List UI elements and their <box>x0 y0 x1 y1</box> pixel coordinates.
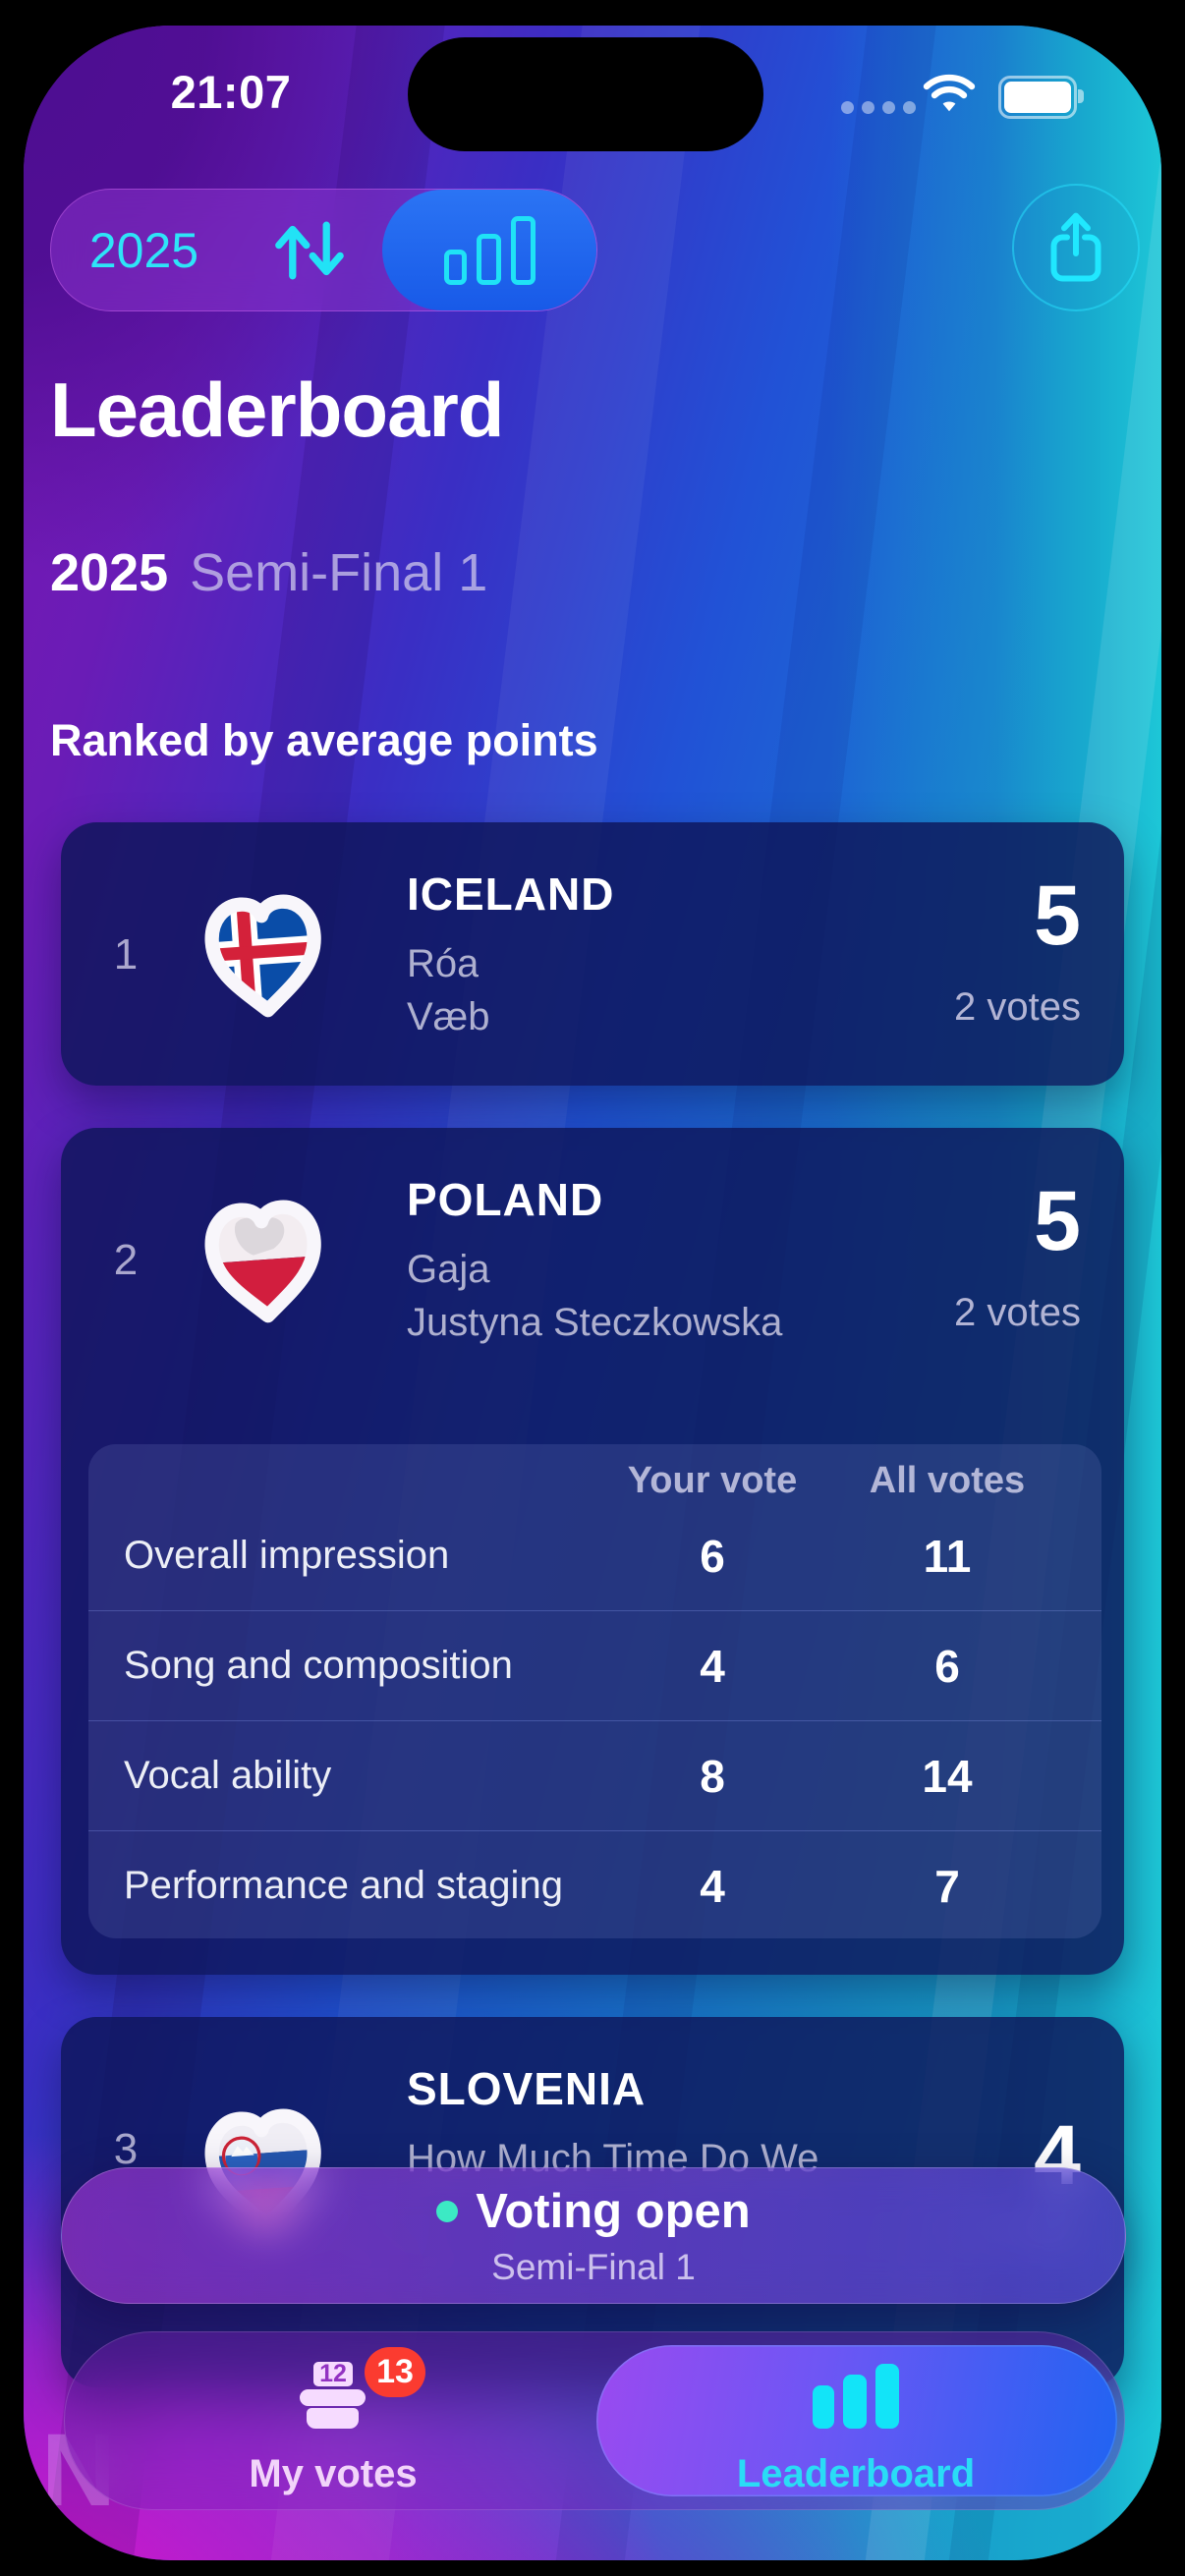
table-row: Vocal ability 8 14 <box>88 1720 1101 1830</box>
table-row: Overall impression 6 11 <box>88 1501 1101 1610</box>
cellular-signal-icon <box>841 101 916 114</box>
criterion-label: Performance and staging <box>124 1864 563 1907</box>
song-title: Róa <box>407 942 480 985</box>
voting-status-banner[interactable]: Voting open Semi-Final 1 <box>61 2167 1126 2304</box>
year-selector[interactable]: 2025 <box>88 222 199 278</box>
ballot-box-icon: 12 <box>300 2360 367 2429</box>
country-name: POLAND <box>407 1174 604 1225</box>
ranking-note: Ranked by average points <box>50 715 598 765</box>
toolbar-segmented-control: 2025 <box>50 189 597 311</box>
all-votes-value: 7 <box>934 1860 960 1912</box>
poland-heart-flag <box>204 1200 321 1323</box>
voting-status-text: Voting open <box>476 2184 751 2238</box>
your-vote-value: 6 <box>700 1530 725 1582</box>
song-title: Gaja <box>407 1248 490 1291</box>
tab-my-votes[interactable]: 12 My votes 13 <box>205 2347 461 2496</box>
bottom-tab-bar: 12 My votes 13 Leaderboard <box>64 2331 1125 2510</box>
criterion-label: Song and composition <box>124 1644 513 1687</box>
column-header-all-votes: All votes <box>869 1460 1026 1501</box>
voting-event-text: Semi-Final 1 <box>491 2246 696 2287</box>
vote-count: 2 votes <box>954 1291 1081 1334</box>
voting-open-dot-icon <box>436 2200 459 2222</box>
vote-breakdown-table: Your vote All votes Overall impression 6… <box>88 1444 1101 1938</box>
leaderboard-entry-iceland[interactable]: 1 ICELAND Róa Væb 5 2 votes <box>61 822 1124 1086</box>
your-vote-value: 8 <box>700 1750 725 1802</box>
average-score: 5 <box>1034 1174 1081 1268</box>
average-score: 5 <box>1034 868 1081 963</box>
table-row: Performance and staging 4 7 <box>88 1830 1101 1940</box>
tab-leaderboard[interactable]: Leaderboard <box>728 2364 984 2496</box>
tab-label-my-votes: My votes <box>249 2452 418 2495</box>
criterion-label: Overall impression <box>124 1534 450 1577</box>
criterion-label: Vocal ability <box>124 1754 332 1797</box>
artist-name: Justyna Steczkowska <box>407 1301 783 1344</box>
all-votes-value: 11 <box>923 1530 972 1582</box>
tab-label-leaderboard: Leaderboard <box>736 2452 976 2495</box>
vote-table-header: Your vote All votes <box>88 1444 1101 1501</box>
wifi-icon <box>923 74 976 112</box>
sort-arrows-icon <box>275 221 344 279</box>
share-button[interactable] <box>1012 184 1140 311</box>
leaderboard-bars-icon <box>813 2364 899 2429</box>
country-name: ICELAND <box>407 868 615 920</box>
battery-icon <box>998 76 1084 119</box>
subtitle-event: Semi-Final 1 <box>190 543 488 602</box>
share-icon <box>1050 212 1101 282</box>
vote-count: 2 votes <box>954 985 1081 1029</box>
iceland-heart-flag <box>204 894 321 1018</box>
bar-chart-icon <box>443 215 536 285</box>
chart-view-button[interactable] <box>382 190 596 310</box>
table-row: Song and composition 4 6 <box>88 1610 1101 1720</box>
all-votes-value: 6 <box>934 1640 960 1692</box>
notification-badge: 13 <box>365 2347 425 2397</box>
artist-name: Væb <box>407 995 490 1038</box>
all-votes-value: 14 <box>922 1750 973 1802</box>
subtitle-year: 2025 <box>50 543 169 602</box>
page-title: Leaderboard <box>50 366 504 453</box>
country-name: SLOVENIA <box>407 2063 647 2114</box>
event-subtitle: 2025 Semi-Final 1 <box>50 542 487 603</box>
rank-number: 1 <box>113 930 139 979</box>
status-time: 21:07 <box>170 66 292 118</box>
column-header-your-vote: Your vote <box>627 1460 798 1501</box>
your-vote-value: 4 <box>700 1860 725 1912</box>
rank-number: 3 <box>113 2125 139 2173</box>
ballot-paper-icon: 12 <box>313 2360 353 2387</box>
sort-button[interactable] <box>237 190 382 310</box>
rank-number: 2 <box>113 1236 139 1284</box>
your-vote-value: 4 <box>700 1640 725 1692</box>
leaderboard-entry-poland[interactable]: 2 POLAND Gaja Justyna Steczkowska 5 2 vo… <box>61 1128 1124 1975</box>
dynamic-island <box>408 37 763 151</box>
